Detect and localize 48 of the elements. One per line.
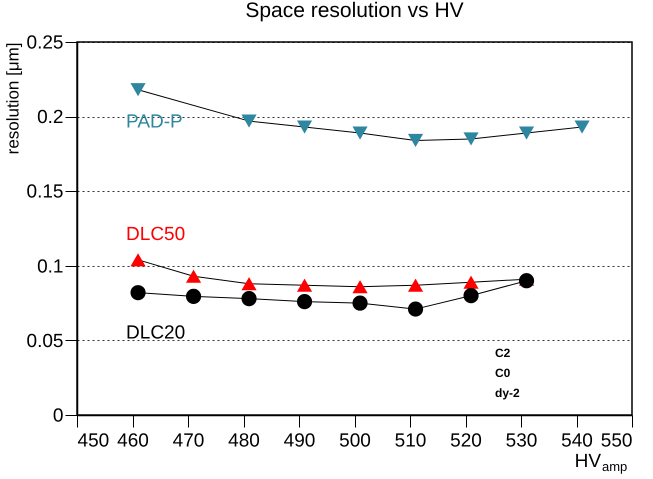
- point: [352, 296, 368, 311]
- x-tick-label: 540: [561, 430, 593, 452]
- point: [296, 278, 312, 292]
- chart-title: Space resolution vs HV: [245, 0, 464, 22]
- point: [574, 120, 590, 134]
- point: [408, 302, 424, 317]
- point: [241, 277, 257, 290]
- x-tick-label: 520: [450, 430, 482, 452]
- x-tick-label: 550: [600, 430, 632, 452]
- y-tick-label: 0.1: [37, 256, 64, 278]
- point: [463, 132, 479, 146]
- y-axis-title: resolution [μm]: [4, 42, 23, 154]
- x-tick-label: 450: [78, 430, 110, 452]
- x-tick-label: 470: [172, 430, 204, 452]
- y-tick-label: 0: [52, 406, 64, 426]
- point: [408, 278, 424, 292]
- annotation: dy-2: [495, 386, 520, 400]
- point: [518, 273, 534, 288]
- point: [352, 126, 368, 140]
- point: [241, 114, 257, 128]
- point: [130, 285, 146, 300]
- point: [186, 270, 202, 283]
- point: [186, 288, 202, 304]
- point: [518, 126, 534, 140]
- x-tick-label: 480: [228, 430, 260, 452]
- point: [130, 83, 146, 96]
- x-tick-label: 530: [506, 430, 538, 452]
- x-tick-label: 460: [117, 430, 149, 452]
- y-tick-label: 0.2: [37, 107, 64, 128]
- point: [130, 253, 146, 266]
- annotation: C2: [495, 346, 511, 360]
- point: [352, 280, 368, 294]
- point: [241, 291, 257, 306]
- series-label: DLC50: [126, 224, 186, 245]
- point: [463, 276, 479, 289]
- x-tick-label: 510: [394, 430, 426, 452]
- point: [296, 120, 312, 134]
- y-tick-label: 0.15: [26, 182, 64, 203]
- series-label: PAD-P: [126, 112, 183, 133]
- x-tick-label: 490: [284, 430, 316, 452]
- annotation: C0: [495, 366, 511, 380]
- point: [296, 294, 312, 310]
- point: [463, 288, 479, 304]
- y-tick-label: 0.25: [26, 32, 64, 54]
- y-tick-label: 0.05: [26, 330, 64, 352]
- point: [408, 134, 424, 148]
- series-label: DLC20: [126, 322, 186, 344]
- x-tick-label: 500: [339, 430, 371, 452]
